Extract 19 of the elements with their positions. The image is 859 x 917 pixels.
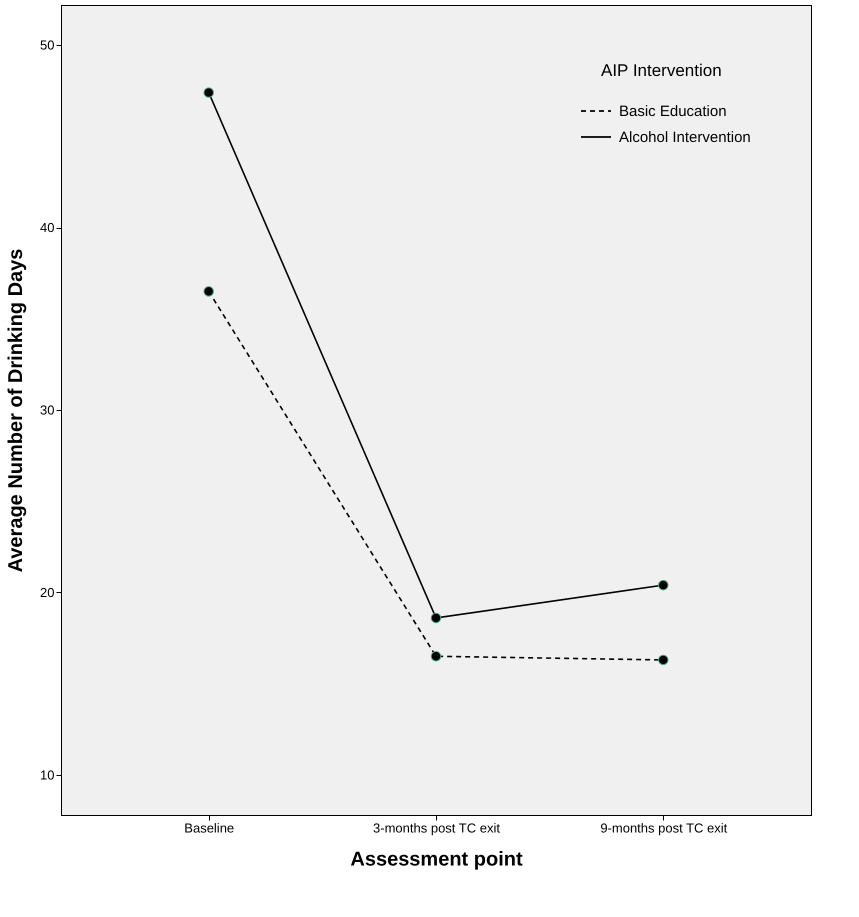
point: [203, 286, 214, 297]
legend-title: AIP Intervention: [601, 61, 722, 80]
y-tick-label: 40: [40, 220, 54, 236]
point: [658, 580, 669, 590]
point: [203, 87, 214, 98]
x-tick-label: 9-months post TC exit: [600, 820, 728, 836]
x-tick-label: Baseline: [184, 820, 234, 836]
point: [430, 651, 442, 662]
legend-label: Alcohol Intervention: [619, 129, 751, 146]
point: [430, 612, 442, 624]
legend-label: Basic Education: [619, 103, 727, 120]
x-axis-title: Assessment point: [350, 848, 523, 870]
y-tick-label: 10: [40, 767, 54, 782]
point: [658, 654, 669, 666]
y-tick-label: 20: [40, 584, 54, 600]
y-tick-label: 50: [40, 38, 54, 53]
x-tick-label: 3-months post TC exit: [373, 820, 500, 836]
y-axis-title: Average Number of Drinking Days: [5, 248, 28, 572]
y-tick-label: 30: [40, 402, 54, 418]
